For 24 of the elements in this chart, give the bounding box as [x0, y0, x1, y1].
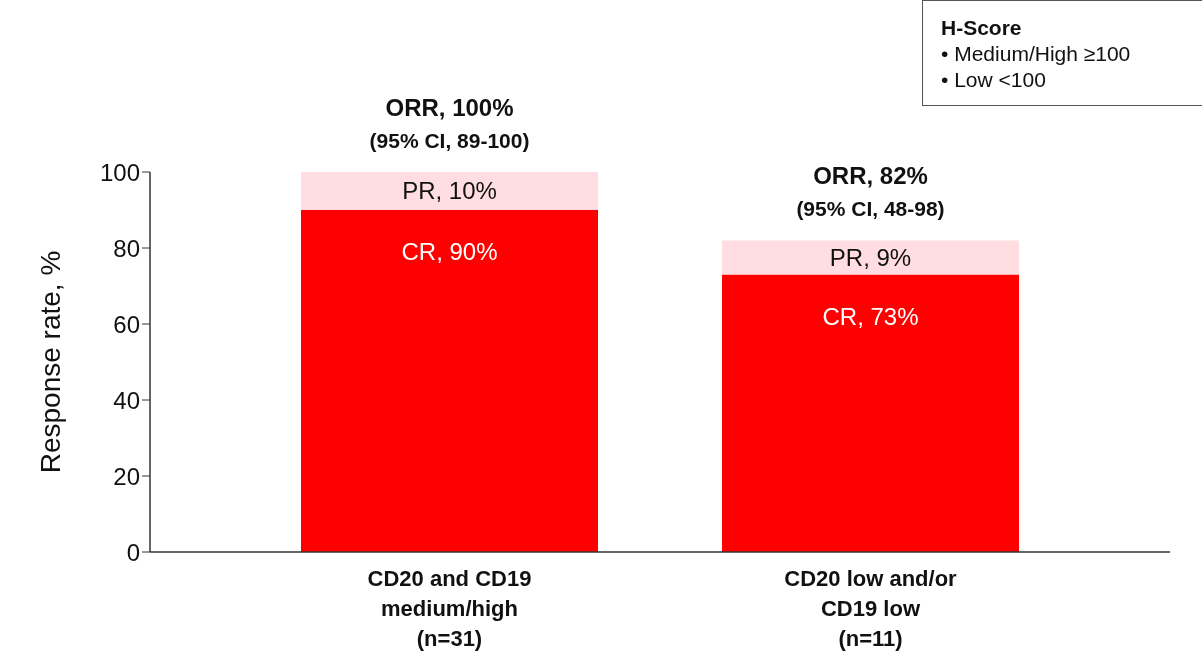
- y-tick-label: 80: [113, 234, 140, 262]
- x-tick-label: CD20 and CD19 medium/high (n=31): [367, 566, 532, 651]
- data-label: CR, 73%: [822, 302, 919, 330]
- y-tick-label: 0: [126, 538, 140, 566]
- y-tick-label: 20: [113, 462, 140, 490]
- bar: [301, 172, 598, 210]
- bar: [722, 240, 1019, 275]
- y-tick-label: 40: [113, 386, 140, 414]
- total-label: ORR, 82%: [813, 162, 928, 190]
- annotation: (95% CI, 89-100): [369, 129, 530, 152]
- data-label: PR, 10%: [402, 177, 497, 204]
- bar: [301, 210, 598, 552]
- y-tick-label: 100: [99, 158, 140, 186]
- total-label: ORR, 100%: [385, 94, 514, 121]
- text: H-Score: [941, 15, 1023, 41]
- annotation: (95% CI, 48-98): [796, 197, 945, 221]
- text: • Low <100: [941, 67, 1047, 93]
- text: • Medium/High ≥100: [941, 41, 1132, 67]
- y-axis-title: Response rate, %: [34, 250, 66, 474]
- data-label: PR, 9%: [829, 243, 912, 271]
- x-tick-label: CD20 low and/or CD19 low (n=11): [784, 566, 958, 651]
- data-label: CR, 90%: [401, 238, 498, 265]
- bar: [722, 274, 1019, 552]
- y-tick-label: 60: [113, 310, 140, 338]
